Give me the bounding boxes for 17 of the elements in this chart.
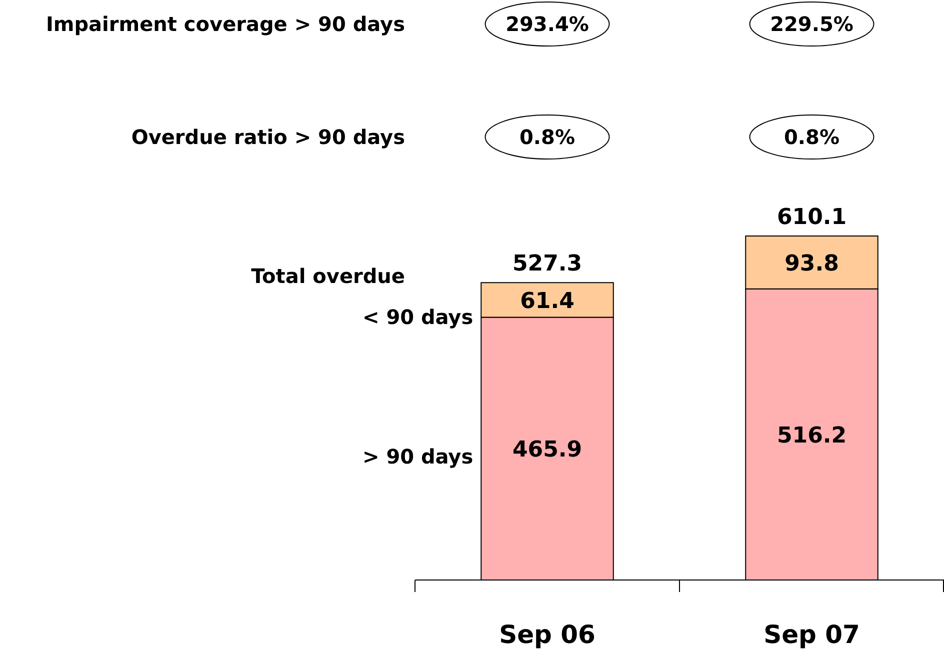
text: Total overdue: [251, 264, 405, 288]
data-label: 516.2: [776, 423, 847, 448]
series-label: > 90 days: [362, 444, 474, 469]
x-tick-label: Sep 07: [764, 620, 860, 649]
data-label: 93.8: [784, 251, 839, 276]
data-label: 465.9: [512, 438, 582, 463]
text: 229.5%: [770, 12, 854, 36]
text: Impairment coverage > 90 days: [46, 12, 405, 36]
data-label: 61.4: [520, 288, 574, 314]
text: 0.8%: [784, 125, 840, 149]
text: 0.8%: [520, 125, 575, 149]
total-label: 610.1: [776, 205, 847, 230]
text: 293.4%: [506, 12, 589, 36]
series-label: < 90 days: [362, 304, 474, 329]
total-label: 527.3: [512, 252, 582, 277]
text: Overdue ratio > 90 days: [131, 125, 405, 149]
x-tick-label: Sep 06: [499, 620, 596, 649]
